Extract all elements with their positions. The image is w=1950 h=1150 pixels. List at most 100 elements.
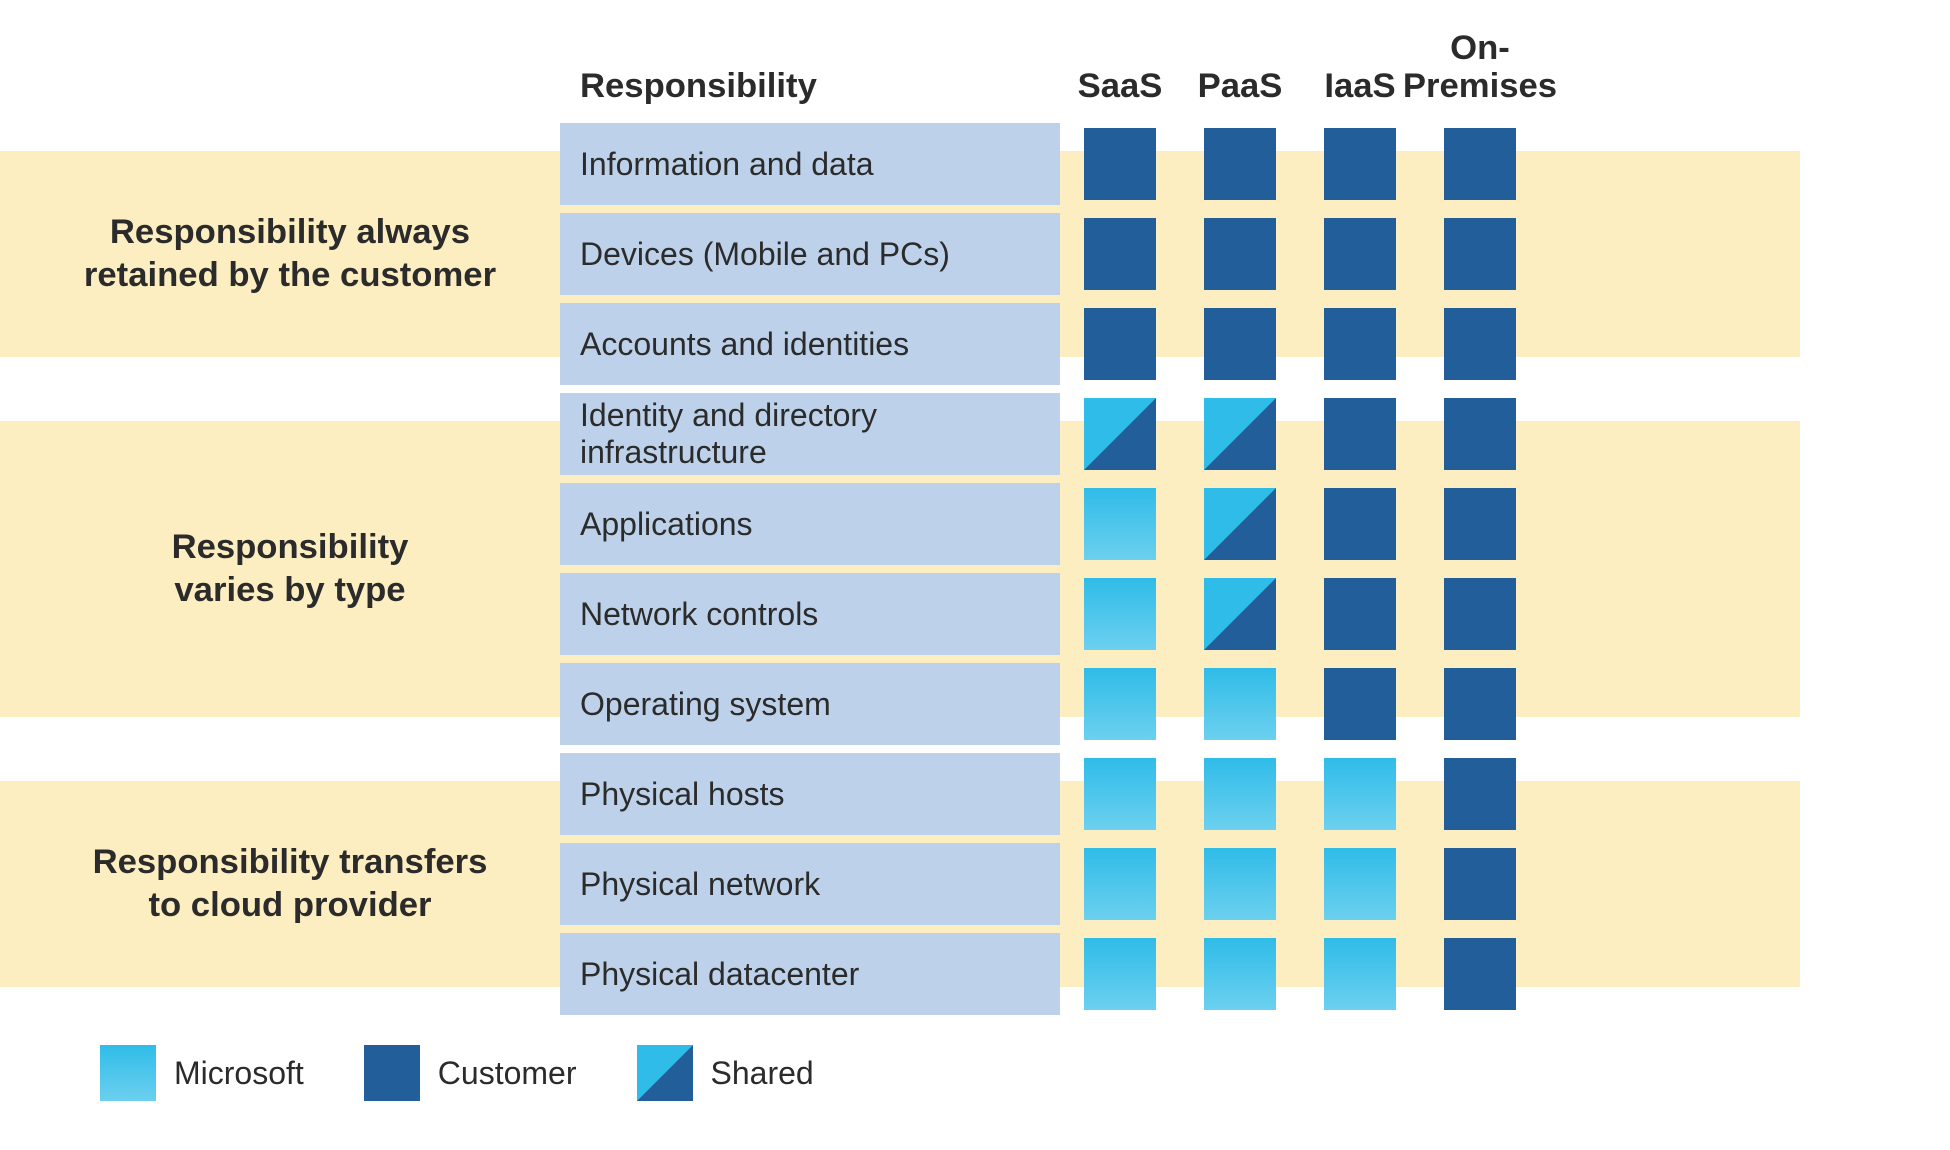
customer-swatch-icon: [1324, 668, 1396, 740]
customer-swatch-icon: [1444, 668, 1516, 740]
cell-r0-c1: [1180, 123, 1300, 205]
responsibility-matrix: ResponsibilitySaaSPaaSIaaSOn- PremisesRe…: [0, 0, 1950, 1150]
customer-swatch-icon: [1204, 128, 1276, 200]
shared-swatch-icon: [1204, 488, 1276, 560]
customer-swatch-icon: [1084, 218, 1156, 290]
cell-r1-c3: [1420, 213, 1540, 295]
cell-r2-c3: [1420, 303, 1540, 385]
header-col-1: PaaS: [1180, 20, 1300, 115]
microsoft-swatch-icon: [1324, 938, 1396, 1010]
cell-r9-c2: [1300, 933, 1420, 1015]
customer-swatch-icon: [1324, 578, 1396, 650]
cell-r6-c2: [1300, 663, 1420, 745]
cell-r5-c0: [1060, 573, 1180, 655]
customer-swatch-icon: [1204, 308, 1276, 380]
row-label-1: Devices (Mobile and PCs): [560, 213, 1060, 295]
cell-r8-c3: [1420, 843, 1540, 925]
shared-swatch-icon: [1204, 578, 1276, 650]
row-label-4: Applications: [560, 483, 1060, 565]
customer-swatch-icon: [1444, 758, 1516, 830]
legend-label-S: Shared: [711, 1055, 814, 1092]
cell-r8-c2: [1300, 843, 1420, 925]
customer-swatch-icon: [364, 1045, 420, 1101]
microsoft-swatch-icon: [1084, 488, 1156, 560]
row-label-5: Network controls: [560, 573, 1060, 655]
customer-swatch-icon: [1444, 848, 1516, 920]
header-col-3: On- Premises: [1420, 20, 1540, 115]
customer-swatch-icon: [1444, 938, 1516, 1010]
customer-swatch-icon: [1084, 128, 1156, 200]
microsoft-swatch-icon: [1084, 578, 1156, 650]
cell-r1-c1: [1180, 213, 1300, 295]
microsoft-swatch-icon: [1084, 668, 1156, 740]
header-col-0: SaaS: [1060, 20, 1180, 115]
cell-r2-c0: [1060, 303, 1180, 385]
cell-r7-c1: [1180, 753, 1300, 835]
cell-r3-c0: [1060, 393, 1180, 475]
customer-swatch-icon: [1444, 488, 1516, 560]
cell-r0-c3: [1420, 123, 1540, 205]
row-label-9: Physical datacenter: [560, 933, 1060, 1015]
cell-r4-c1: [1180, 483, 1300, 565]
cell-r4-c3: [1420, 483, 1540, 565]
microsoft-swatch-icon: [1324, 848, 1396, 920]
header-responsibility: Responsibility: [560, 20, 1060, 115]
cell-r7-c2: [1300, 753, 1420, 835]
customer-swatch-icon: [1444, 218, 1516, 290]
cell-r0-c2: [1300, 123, 1420, 205]
matrix-grid: ResponsibilitySaaSPaaSIaaSOn- PremisesRe…: [20, 20, 1540, 1015]
group-label-0: Responsibility always retained by the cu…: [20, 123, 560, 385]
customer-swatch-icon: [1324, 398, 1396, 470]
cell-r5-c2: [1300, 573, 1420, 655]
cell-r8-c1: [1180, 843, 1300, 925]
row-label-2: Accounts and identities: [560, 303, 1060, 385]
shared-swatch-icon: [1204, 398, 1276, 470]
cell-r6-c0: [1060, 663, 1180, 745]
legend-item-C: Customer: [364, 1045, 577, 1101]
cell-r6-c1: [1180, 663, 1300, 745]
microsoft-swatch-icon: [1084, 938, 1156, 1010]
cell-r5-c3: [1420, 573, 1540, 655]
row-label-8: Physical network: [560, 843, 1060, 925]
cell-r2-c2: [1300, 303, 1420, 385]
customer-swatch-icon: [1444, 308, 1516, 380]
row-label-7: Physical hosts: [560, 753, 1060, 835]
microsoft-swatch-icon: [1084, 848, 1156, 920]
legend-label-M: Microsoft: [174, 1055, 304, 1092]
microsoft-swatch-icon: [1204, 668, 1276, 740]
microsoft-swatch-icon: [100, 1045, 156, 1101]
row-label-3: Identity and directory infrastructure: [560, 393, 1060, 475]
cell-r1-c0: [1060, 213, 1180, 295]
microsoft-swatch-icon: [1204, 848, 1276, 920]
cell-r6-c3: [1420, 663, 1540, 745]
cell-r9-c1: [1180, 933, 1300, 1015]
cell-r9-c3: [1420, 933, 1540, 1015]
shared-swatch-icon: [1084, 398, 1156, 470]
microsoft-swatch-icon: [1204, 938, 1276, 1010]
group-label-2: Responsibility transfers to cloud provid…: [20, 753, 560, 1015]
cell-r4-c0: [1060, 483, 1180, 565]
cell-r0-c0: [1060, 123, 1180, 205]
customer-swatch-icon: [1324, 488, 1396, 560]
cell-r2-c1: [1180, 303, 1300, 385]
cell-r5-c1: [1180, 573, 1300, 655]
legend-item-S: Shared: [637, 1045, 814, 1101]
row-label-0: Information and data: [560, 123, 1060, 205]
cell-r1-c2: [1300, 213, 1420, 295]
cell-r4-c2: [1300, 483, 1420, 565]
customer-swatch-icon: [1444, 398, 1516, 470]
cell-r3-c3: [1420, 393, 1540, 475]
customer-swatch-icon: [1324, 218, 1396, 290]
cell-r9-c0: [1060, 933, 1180, 1015]
customer-swatch-icon: [1444, 128, 1516, 200]
customer-swatch-icon: [1324, 128, 1396, 200]
group-label-1: Responsibility varies by type: [20, 393, 560, 745]
customer-swatch-icon: [1444, 578, 1516, 650]
cell-r8-c0: [1060, 843, 1180, 925]
legend-label-C: Customer: [438, 1055, 577, 1092]
cell-r7-c3: [1420, 753, 1540, 835]
customer-swatch-icon: [1084, 308, 1156, 380]
microsoft-swatch-icon: [1204, 758, 1276, 830]
legend: Microsoft Customer Shared: [0, 1045, 1950, 1101]
shared-swatch-icon: [637, 1045, 693, 1101]
